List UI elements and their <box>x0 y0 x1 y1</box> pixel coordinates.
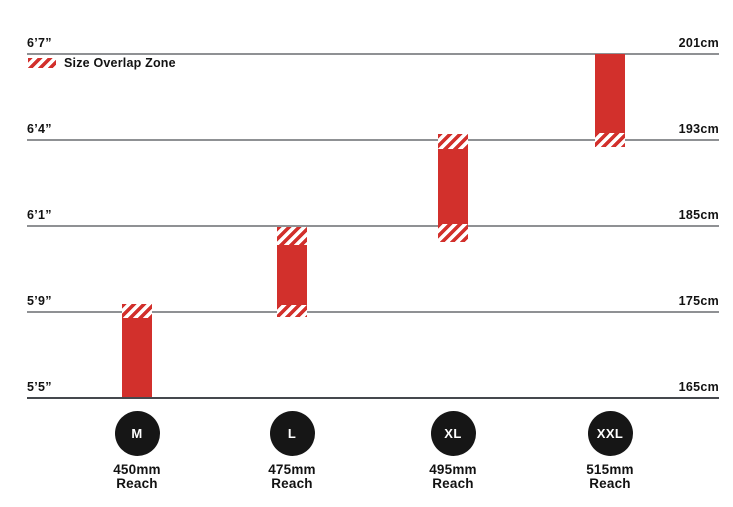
size-bar-l <box>277 244 307 305</box>
size-badge-label-xxl: XXL <box>596 425 624 441</box>
height-label-imperial: 6’4” <box>27 122 52 136</box>
reach-label-m: 450mm Reach <box>92 463 182 491</box>
reach-value-xxl: 515mm <box>586 462 634 477</box>
gridline-201cm <box>27 53 719 55</box>
overlap-zone-top-xl <box>438 133 468 149</box>
legend-size-overlap-zone: Size Overlap Zone <box>28 55 176 70</box>
gridline-193cm <box>27 139 719 141</box>
reach-value-m: 450mm <box>113 462 161 477</box>
height-label-metric: 175cm <box>678 294 719 308</box>
reach-caption-xxl: Reach <box>589 476 631 491</box>
reach-value-xl: 495mm <box>429 462 477 477</box>
size-bar-m <box>122 317 152 397</box>
size-badge-m: M <box>114 410 160 456</box>
reach-caption-l: Reach <box>271 476 313 491</box>
overlap-zone-bottom-xl <box>438 223 468 243</box>
legend-label: Size Overlap Zone <box>64 55 176 70</box>
gridline-185cm <box>27 225 719 227</box>
height-label-metric: 201cm <box>678 36 719 50</box>
height-label-metric: 185cm <box>678 208 719 222</box>
gridline-165cm <box>27 397 719 399</box>
gridline-175cm <box>27 311 719 313</box>
overlap-zone-bottom-xxl <box>595 132 625 147</box>
reach-label-xxl: 515mm Reach <box>565 463 655 491</box>
overlap-zone-top-l <box>277 226 307 245</box>
overlap-zone-bottom-l <box>277 304 307 317</box>
size-badge-xl: XL <box>430 410 476 456</box>
reach-caption-xl: Reach <box>432 476 474 491</box>
reach-value-l: 475mm <box>268 462 316 477</box>
height-label-imperial: 5’9” <box>27 294 52 308</box>
size-bar-xxl <box>595 54 625 133</box>
height-label-metric: 193cm <box>678 122 719 136</box>
size-badge-label-l: L <box>287 425 297 441</box>
reach-caption-m: Reach <box>116 476 158 491</box>
height-label-imperial: 6’7” <box>27 36 52 50</box>
reach-label-xl: 495mm Reach <box>408 463 498 491</box>
height-label-imperial: 5’5” <box>27 380 52 394</box>
size-badge-label-m: M <box>131 425 143 441</box>
height-label-imperial: 6’1” <box>27 208 52 222</box>
size-badge-label-xl: XL <box>444 425 462 441</box>
size-badge-l: L <box>269 410 315 456</box>
overlap-hatch-swatch-icon <box>28 57 56 68</box>
reach-label-l: 475mm Reach <box>247 463 337 491</box>
overlap-zone-top-m <box>122 304 152 318</box>
height-label-metric: 165cm <box>678 380 719 394</box>
size-badge-xxl: XXL <box>587 410 633 456</box>
size-bar-xl <box>438 148 468 224</box>
